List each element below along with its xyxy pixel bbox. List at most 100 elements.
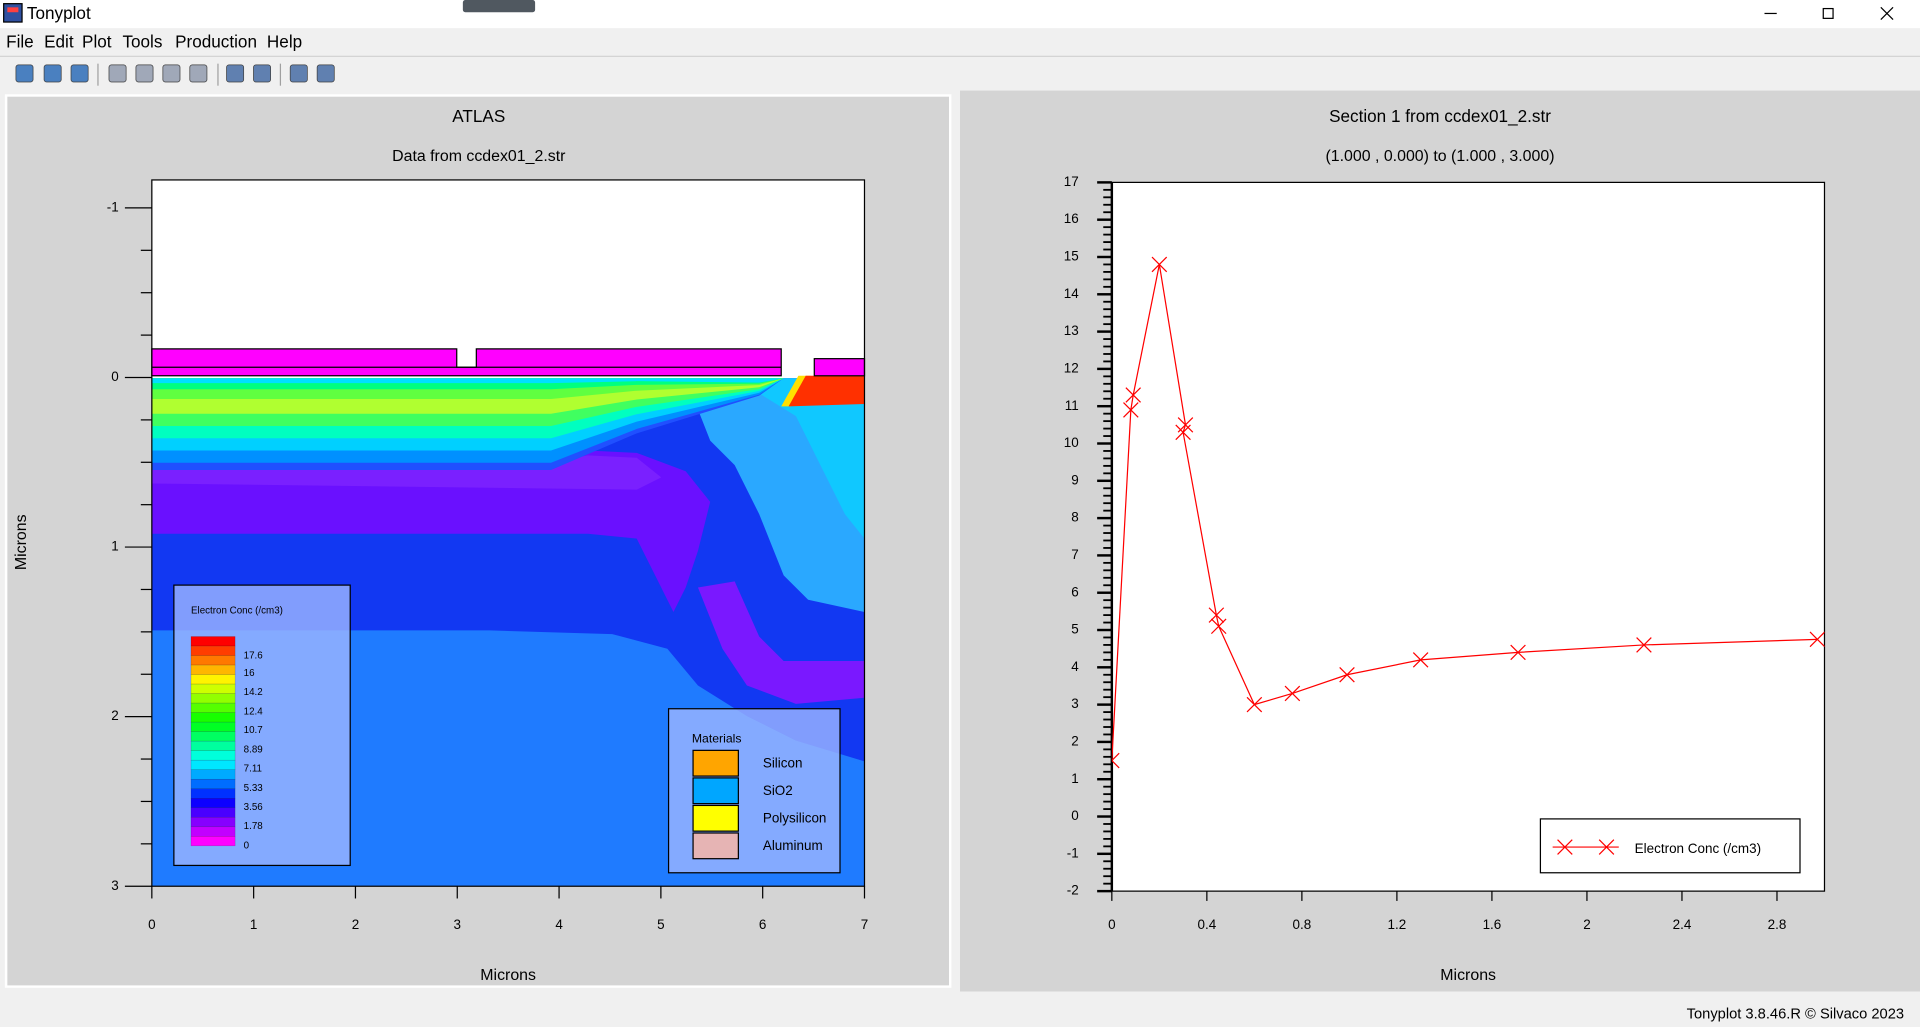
restore-button[interactable] <box>1822 7 1834 19</box>
close-button[interactable] <box>1880 6 1894 21</box>
colorbar-swatch <box>190 750 236 761</box>
colorbar-swatch <box>190 645 236 656</box>
colorbar-label: 12.4 <box>244 707 264 718</box>
toolbar-button[interactable] <box>289 64 308 83</box>
material-swatch <box>692 777 739 805</box>
y-tick-label: 10 <box>1064 435 1079 450</box>
polysilicon-gate <box>151 348 782 377</box>
chart-title: ATLAS <box>452 106 505 126</box>
toolbar-button[interactable] <box>226 64 245 83</box>
y-tick-label: 15 <box>1064 249 1079 264</box>
x-tick-label: 2 <box>352 917 359 932</box>
y-tick-label: 4 <box>1071 659 1079 674</box>
y-tick-label: 0 <box>111 369 118 384</box>
chart-subtitle: (1.000 , 0.000) to (1.000 , 3.000) <box>1325 148 1554 165</box>
contour-region <box>697 581 865 704</box>
y-tick-label: -1 <box>1067 845 1079 860</box>
app-icon-detail <box>7 7 19 13</box>
legend-box <box>1539 818 1801 874</box>
data-marker <box>1598 839 1615 855</box>
x-axis-label: Microns <box>1440 967 1496 984</box>
toolbar-button[interactable] <box>162 64 181 83</box>
material-label: Silicon <box>763 755 803 770</box>
aluminum-contact <box>813 358 866 377</box>
app-icon <box>3 3 23 23</box>
data-marker <box>1809 631 1825 648</box>
colorbar-label: 17.6 <box>244 651 264 662</box>
toolbar-button[interactable] <box>189 64 208 83</box>
x-tick-label: 4 <box>555 917 563 932</box>
x-tick-label: 0.4 <box>1198 917 1217 932</box>
material-label: Polysilicon <box>763 810 827 825</box>
material-swatch <box>692 832 739 860</box>
toolbar <box>15 63 335 86</box>
menu-item[interactable]: Help <box>267 31 302 51</box>
colorbar-label: 14.2 <box>244 687 263 698</box>
toolbar-button[interactable] <box>135 64 154 83</box>
material-label: Aluminum <box>763 838 823 853</box>
colorbar-swatch <box>190 693 236 704</box>
contour-region <box>151 455 662 490</box>
colorbar-swatch <box>190 674 236 685</box>
data-marker <box>1123 402 1139 418</box>
colorbar-label: 5.33 <box>244 783 264 794</box>
colorbar-swatch <box>190 807 236 818</box>
y-tick-label: 14 <box>1064 286 1079 301</box>
menu-item[interactable]: Plot <box>82 31 112 51</box>
data-marker <box>1125 387 1141 403</box>
y-tick-label: 2 <box>111 708 118 723</box>
x-tick-label: 5 <box>657 917 664 932</box>
chart-subtitle: Data from ccdex01_2.str <box>392 148 566 165</box>
colorbar-title: Electron Conc (/cm3) <box>191 605 283 616</box>
y-tick-label: 9 <box>1071 472 1078 487</box>
colorbar-swatch <box>190 731 236 742</box>
data-marker <box>1111 752 1120 769</box>
x-tick-label: 2.8 <box>1768 917 1787 932</box>
status-text: Tonyplot 3.8.46.R © Silvaco 2023 <box>1687 1007 1904 1023</box>
colorbar-label: 16 <box>244 668 255 679</box>
data-marker <box>1175 424 1191 441</box>
y-tick-label: 2 <box>1071 733 1078 748</box>
x-tick-label: 0 <box>148 917 155 932</box>
colorbar-swatch <box>190 712 236 723</box>
y-tick-label: 1 <box>111 539 118 554</box>
colorbar-label: 3.56 <box>244 802 264 813</box>
colorbar-label: 8.89 <box>244 745 263 756</box>
legend-label: Electron Conc (/cm3) <box>1635 841 1761 856</box>
data-marker <box>1284 685 1301 702</box>
x-tick-label: 7 <box>861 917 868 932</box>
material-swatch <box>692 749 739 777</box>
toolbar-button[interactable] <box>43 64 62 83</box>
toolbar-button[interactable] <box>316 64 335 83</box>
y-tick-label: 11 <box>1065 398 1079 413</box>
x-axis-label: Microns <box>480 967 536 984</box>
x-tick-label: 1.6 <box>1483 917 1502 932</box>
colorbar-swatch <box>190 769 236 780</box>
colorbar-swatch <box>190 788 236 799</box>
drag-handle <box>462 0 536 13</box>
data-marker <box>1510 644 1526 661</box>
colorbar-swatch <box>190 721 236 732</box>
menu-item[interactable]: Tools <box>122 31 162 51</box>
y-tick-label: 1 <box>1071 771 1078 786</box>
colorbar-swatch <box>190 759 236 770</box>
toolbar-button[interactable] <box>108 64 127 83</box>
materials-title: Materials <box>692 732 742 746</box>
data-marker <box>1210 618 1227 635</box>
toolbar-button[interactable] <box>15 64 34 83</box>
x-tick-label: 2 <box>1583 917 1590 932</box>
toolbar-button[interactable] <box>253 64 271 83</box>
menu-item[interactable]: Edit <box>44 31 74 51</box>
colorbar-swatch <box>190 636 236 647</box>
colorbar-swatch <box>190 798 236 809</box>
toolbar-button[interactable] <box>70 64 89 83</box>
y-tick-label: 7 <box>1071 547 1078 562</box>
x-tick-label: 1 <box>250 917 257 932</box>
colorbar-label: 10.7 <box>244 725 263 736</box>
menu-item[interactable]: Production <box>175 31 257 51</box>
menu-item[interactable]: File <box>6 31 34 51</box>
menu-bar: File Edit Plot Tools Production Help <box>6 31 302 51</box>
colorbar-label: 0 <box>244 840 250 851</box>
